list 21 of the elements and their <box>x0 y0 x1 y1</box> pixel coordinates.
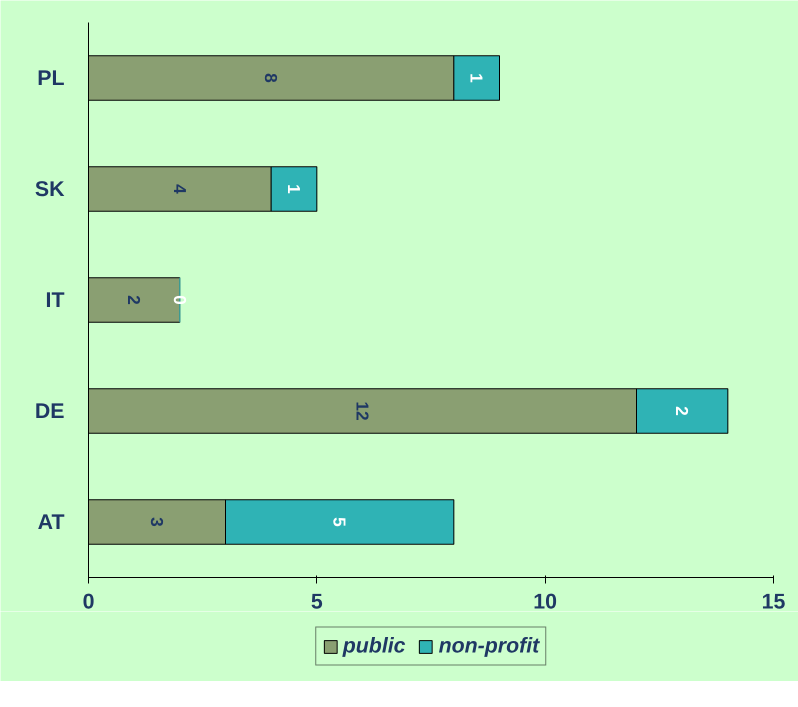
x-tick-label: 10 <box>533 590 558 614</box>
data-label: 1 <box>466 73 487 84</box>
y-tick-label: PL <box>37 66 65 90</box>
y-tick-label: IT <box>46 288 65 312</box>
data-label: 3 <box>147 517 167 528</box>
x-tick-label: 5 <box>310 590 323 614</box>
x-tick-label: 15 <box>762 590 786 614</box>
y-tick-label: SK <box>34 177 66 201</box>
data-label: 1 <box>284 184 304 194</box>
data-label: 5 <box>330 517 350 528</box>
data-label: 2 <box>124 295 144 305</box>
data-label: 12 <box>352 401 372 421</box>
y-tick-label: AT <box>38 510 65 534</box>
legend-label: public <box>342 634 406 658</box>
y-tick-label: DE <box>34 399 65 423</box>
data-label: 0 <box>170 295 190 305</box>
data-label: 4 <box>170 184 190 194</box>
data-label: 2 <box>672 406 692 416</box>
x-tick-label: 0 <box>82 590 94 614</box>
legend-label: non-profit <box>438 634 540 658</box>
data-label: 8 <box>261 73 282 84</box>
